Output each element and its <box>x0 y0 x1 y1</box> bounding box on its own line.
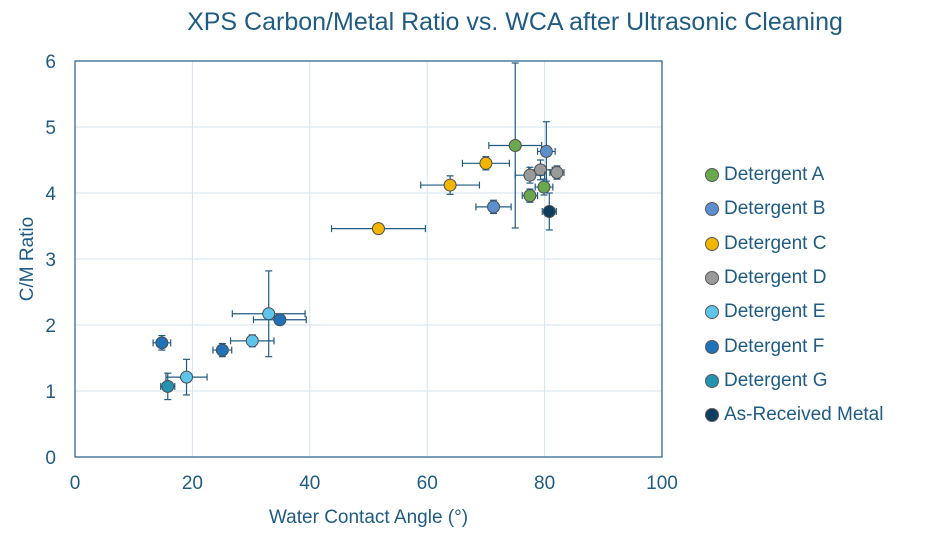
y-tick-label: 6 <box>45 52 56 73</box>
point-detergent-b <box>475 199 512 215</box>
x-tick-label: 60 <box>417 473 438 494</box>
point-as-received-metal <box>541 192 557 231</box>
legend-swatch <box>705 305 719 320</box>
legend-swatch <box>705 202 719 217</box>
x-tick-label: 40 <box>299 473 320 494</box>
marker-detergent-e <box>180 370 194 384</box>
legend-label: As-Received Metal <box>724 404 884 426</box>
marker-detergent-f <box>155 336 169 350</box>
marker-detergent-c <box>443 178 457 192</box>
legend-label: Detergent G <box>724 369 828 391</box>
legend-item-detergent-e: Detergent E <box>705 295 883 329</box>
chart-title: XPS Carbon/Metal Ratio vs. WCA after Ult… <box>187 8 843 36</box>
legend-item-as-received-metal: As-Received Metal <box>705 398 883 432</box>
point-detergent-e <box>229 334 275 348</box>
y-tick-label: 5 <box>45 118 56 139</box>
marker-detergent-a <box>508 138 522 152</box>
legend-item-detergent-c: Detergent C <box>705 227 883 261</box>
marker-detergent-d <box>550 166 564 180</box>
y-tick-label: 1 <box>45 382 56 403</box>
grid-lines <box>74 60 663 458</box>
marker-detergent-d <box>523 168 537 182</box>
legend-swatch <box>705 168 719 183</box>
legend: Detergent A Detergent B Detergent C Deterge… <box>705 158 883 432</box>
legend-swatch <box>705 271 719 286</box>
y-tick-label: 2 <box>45 316 56 337</box>
point-detergent-f <box>252 313 307 327</box>
legend-swatch <box>705 236 719 251</box>
x-tick-label: 100 <box>646 473 678 494</box>
axis-ticks: 0 20 40 60 80 100 0 1 2 3 4 5 6 <box>45 52 677 494</box>
y-tick-label: 0 <box>45 448 56 469</box>
point-detergent-e <box>231 270 306 358</box>
legend-label: Detergent C <box>724 232 827 254</box>
point-detergent-c <box>461 156 510 171</box>
legend-swatch <box>705 373 719 388</box>
legend-label: Detergent E <box>724 301 826 323</box>
marker-detergent-b <box>487 200 501 214</box>
legend-item-detergent-g: Detergent G <box>705 364 883 398</box>
legend-label: Detergent D <box>724 267 827 289</box>
plot-area <box>74 60 663 458</box>
point-detergent-c <box>420 175 481 195</box>
legend-label: Detergent F <box>724 335 825 357</box>
marker-detergent-d <box>533 163 547 177</box>
marker-as-received-metal <box>542 204 556 218</box>
point-detergent-d <box>514 166 546 184</box>
legend-item-detergent-a: Detergent A <box>705 158 883 192</box>
x-tick-label: 0 <box>70 473 81 494</box>
marker-detergent-c <box>371 222 385 236</box>
x-axis-label: Water Contact Angle (°) <box>269 507 468 528</box>
x-tick-label: 80 <box>534 473 555 494</box>
marker-detergent-a <box>537 180 551 194</box>
point-detergent-d <box>549 165 565 180</box>
data-points <box>152 62 565 401</box>
marker-detergent-g <box>161 379 175 393</box>
point-detergent-f <box>152 334 172 351</box>
marker-detergent-a <box>523 189 537 203</box>
y-axis-label: C/M Ratio <box>17 217 38 301</box>
marker-detergent-b <box>539 144 553 158</box>
legend-swatch <box>705 408 719 423</box>
point-detergent-c <box>330 222 427 236</box>
point-detergent-a <box>521 188 539 203</box>
x-tick-label: 20 <box>182 473 203 494</box>
y-tick-label: 4 <box>45 184 56 205</box>
point-detergent-a <box>488 62 543 229</box>
legend-item-detergent-f: Detergent F <box>705 329 883 363</box>
marker-detergent-f <box>215 343 229 357</box>
marker-detergent-e <box>245 334 259 348</box>
marker-detergent-f <box>273 313 287 327</box>
marker-detergent-c <box>479 156 493 170</box>
marker-detergent-e <box>262 307 276 321</box>
point-detergent-g <box>160 372 176 401</box>
legend-swatch <box>705 339 719 354</box>
point-detergent-f <box>212 342 233 358</box>
y-tick-label: 3 <box>45 250 56 271</box>
legend-item-detergent-d: Detergent D <box>705 261 883 295</box>
legend-item-detergent-b: Detergent B <box>705 192 883 226</box>
point-detergent-e <box>165 358 208 396</box>
legend-label: Detergent A <box>724 164 825 186</box>
legend-label: Detergent B <box>724 198 826 220</box>
